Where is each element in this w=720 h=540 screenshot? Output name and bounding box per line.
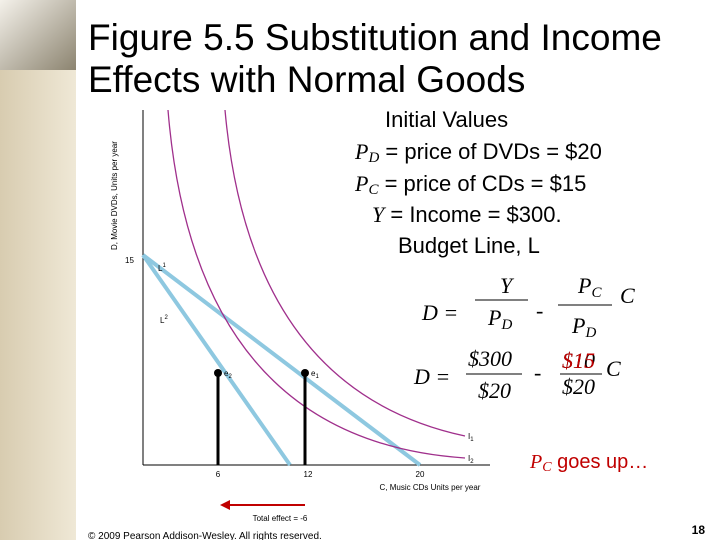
minus: - — [534, 360, 541, 385]
curve-label: I1 — [468, 432, 474, 443]
effect-label: Total effect = -6 — [253, 514, 308, 523]
budget-label: L2 — [160, 315, 168, 325]
lhs: D = — [421, 300, 458, 325]
info-line: Y = Income = $300. — [372, 202, 562, 227]
symbol: P — [354, 139, 368, 164]
y-axis-label: D, Movie DVDs, Units per year — [110, 141, 119, 250]
title-line: Effects with Normal Goods — [88, 59, 525, 100]
variable: C — [620, 283, 635, 308]
variable: C — [606, 356, 621, 381]
label: I — [468, 432, 470, 441]
y-intercept-label: 15 — [125, 256, 134, 265]
numerator-new: $15 — [562, 348, 595, 373]
x-tick-label: 12 — [304, 470, 313, 479]
indifference-curve — [224, 109, 466, 437]
symbol: P — [354, 171, 368, 196]
x-axis-label: C, Music CDs Units per year — [380, 483, 481, 492]
sub: 1 — [315, 374, 319, 380]
label: I — [468, 454, 470, 463]
denominator: $20 — [562, 374, 595, 399]
sub: D — [367, 150, 379, 166]
text: goes up… — [552, 451, 649, 473]
symbol: P — [487, 305, 501, 330]
sub: D — [500, 317, 512, 333]
budget-line — [141, 253, 422, 467]
text: = price of CDs = $15 — [378, 171, 586, 196]
copyright: © 2009 Pearson Addison-Wesley. All right… — [88, 531, 322, 540]
info-line: PD = price of DVDs = $20 — [354, 139, 602, 166]
sub: C — [542, 460, 552, 475]
info-line: Budget Line, L — [398, 233, 540, 258]
x-tick-label: 20 — [416, 470, 425, 479]
sub: 2 — [470, 459, 474, 465]
budget-line — [141, 253, 292, 467]
denominator: PD — [487, 305, 512, 333]
sub: C — [368, 182, 379, 198]
point-label: e2 — [224, 369, 232, 380]
info-heading: Initial Values — [385, 107, 508, 132]
formula: D = $300 $20 - $10 $15 $20 C — [413, 346, 621, 403]
lhs: D = — [413, 364, 450, 389]
label: L — [158, 264, 163, 273]
symbol: P — [529, 451, 542, 473]
curve-label: I2 — [468, 454, 474, 465]
formula: D = Y PD - PC PD C — [421, 273, 635, 341]
point — [301, 369, 309, 377]
numerator-old: $10 — [562, 348, 595, 373]
sub: D — [584, 325, 596, 341]
text: = Income = $300. — [384, 202, 561, 227]
sup: 1 — [162, 263, 166, 269]
denominator: PD — [571, 313, 596, 341]
budget-label: L1 — [158, 263, 166, 273]
symbol: P — [571, 313, 585, 338]
denominator: $20 — [478, 378, 511, 403]
label: e — [311, 369, 316, 378]
numerator: Y — [500, 273, 515, 298]
sup: 2 — [164, 315, 168, 321]
numerator: PC — [577, 273, 602, 301]
symbol: Y — [372, 202, 387, 227]
numerator: $300 — [468, 346, 512, 371]
indifference-curve — [167, 109, 466, 459]
point-label: e1 — [311, 369, 319, 380]
point — [214, 369, 222, 377]
label: L — [160, 316, 165, 325]
cube-image — [0, 0, 76, 70]
symbol: P — [577, 273, 591, 298]
info-line: PC = price of CDs = $15 — [354, 171, 586, 198]
side-strip — [0, 0, 76, 540]
sub: 2 — [228, 374, 232, 380]
sub: C — [591, 285, 602, 301]
sub: 1 — [470, 437, 474, 443]
x-tick-label: 6 — [216, 470, 221, 479]
title-line: Figure 5.5 Substitution and Income — [88, 17, 662, 58]
minus: - — [536, 298, 543, 323]
note: PC goes up… — [529, 451, 648, 475]
page-number: 18 — [692, 523, 706, 537]
text: = price of DVDs = $20 — [379, 139, 602, 164]
label: e — [224, 369, 229, 378]
arrow-head — [220, 500, 230, 510]
